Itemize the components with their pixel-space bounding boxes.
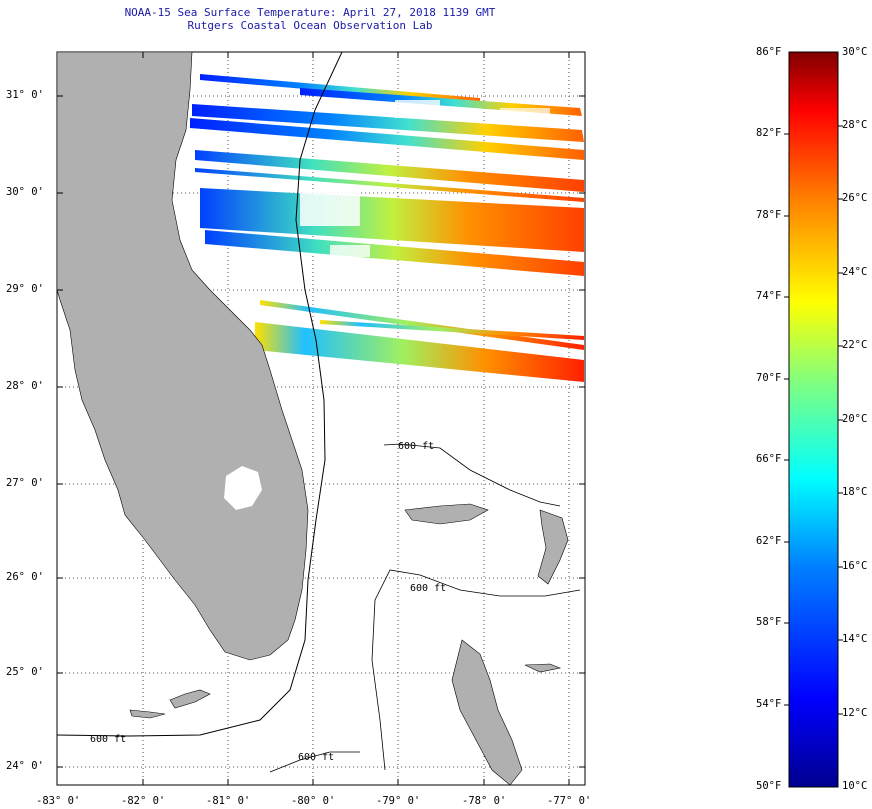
lon-label: -81° 0': [206, 795, 251, 807]
lon-label: -79° 0': [376, 795, 421, 807]
lat-label: 28° 0': [6, 380, 44, 392]
colorbar-ticks: [784, 125, 843, 715]
frame-ticks: [57, 52, 585, 785]
colorbar-f-label: 50°F: [756, 780, 782, 792]
map-subtitle: Rutgers Coastal Ocean Observation Lab: [187, 19, 433, 32]
colorbar-c-label: 10°C: [842, 780, 868, 792]
lon-label: -80° 0': [291, 795, 336, 807]
lon-label: -83° 0': [36, 795, 81, 807]
lat-label: 24° 0': [6, 760, 44, 772]
map-title: NOAA-15 Sea Surface Temperature: April 2…: [124, 6, 496, 19]
florida-land: [57, 52, 309, 661]
lat-label: 26° 0': [6, 571, 44, 583]
colorbar-f-label: 70°F: [756, 372, 782, 384]
colorbar-c-label: 18°C: [842, 486, 868, 498]
colorbar-f-label: 82°F: [756, 127, 782, 139]
lon-label: -78° 0': [462, 795, 507, 807]
colorbar-c-label: 26°C: [842, 192, 868, 204]
colorbar: [788, 51, 839, 788]
colorbar-f-label: 54°F: [756, 698, 782, 710]
florida-keys: [129, 689, 211, 719]
colorbar-c-label: 28°C: [842, 119, 868, 131]
colorbar-c-label: 20°C: [842, 413, 868, 425]
contour-label-west: 600 ft: [90, 734, 126, 745]
contour-label-south: 600 ft: [410, 583, 446, 594]
contour-600ft-keys: [269, 751, 360, 773]
lon-label: -77° 0': [547, 795, 592, 807]
lon-label: -82° 0': [121, 795, 166, 807]
lat-label: 30° 0': [6, 186, 44, 198]
colorbar-c-label: 16°C: [842, 560, 868, 572]
lat-label: 29° 0': [6, 283, 44, 295]
sst-swaths: [190, 74, 584, 382]
colorbar-c-label: 14°C: [842, 633, 868, 645]
contour-label-keys: 600 ft: [298, 752, 334, 763]
colorbar-c-label: 22°C: [842, 339, 868, 351]
lat-label: 31° 0': [6, 89, 44, 101]
colorbar-f-label: 66°F: [756, 453, 782, 465]
contour-600ft-south: [371, 569, 581, 771]
bahamas-land: [404, 503, 569, 785]
colorbar-f-label: 86°F: [756, 46, 782, 58]
lat-label: 27° 0': [6, 477, 44, 489]
colorbar-f-label: 62°F: [756, 535, 782, 547]
contour-600ft-bahamas: [383, 443, 561, 507]
colorbar-c-label: 12°C: [842, 707, 868, 719]
lake-okeechobee: [224, 466, 262, 510]
colorbar-c-label: 30°C: [842, 46, 868, 58]
colorbar-c-label: 24°C: [842, 266, 868, 278]
contour-label-bahamas: 600 ft: [398, 441, 434, 452]
colorbar-f-label: 74°F: [756, 290, 782, 302]
lat-label: 25° 0': [6, 666, 44, 678]
colorbar-f-label: 58°F: [756, 616, 782, 628]
colorbar-f-label: 78°F: [756, 209, 782, 221]
gulf-stream-line: [57, 52, 343, 737]
